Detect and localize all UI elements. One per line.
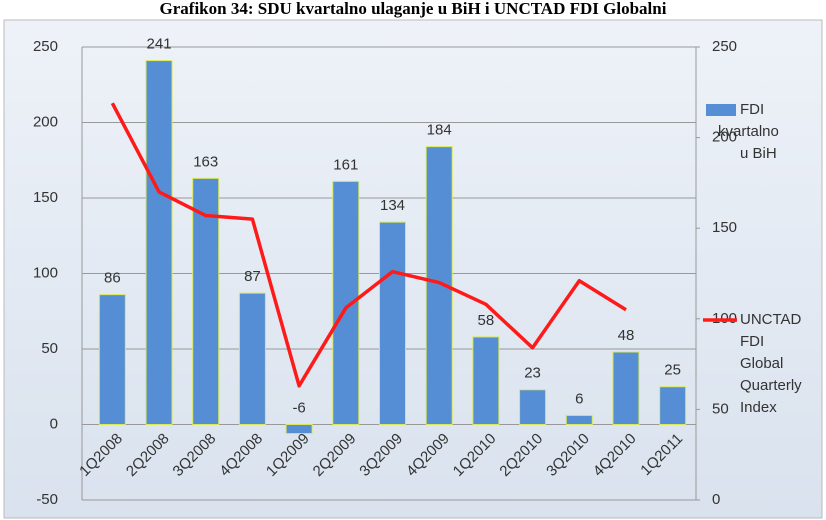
bar bbox=[565, 414, 593, 426]
y2-tick-label: 250 bbox=[712, 38, 737, 55]
data-label: 161 bbox=[333, 156, 358, 173]
data-label: 241 bbox=[147, 36, 172, 53]
y2-tick-label: 50 bbox=[712, 400, 729, 417]
bar bbox=[379, 221, 406, 425]
bar bbox=[285, 424, 313, 435]
bar bbox=[192, 177, 220, 425]
bar bbox=[659, 386, 687, 425]
chart-title: Grafikon 34: SDU kvartalno ulaganje u Bi… bbox=[160, 0, 667, 18]
data-label: 6 bbox=[575, 390, 583, 407]
line bbox=[110, 102, 627, 388]
data-label: 23 bbox=[524, 365, 541, 382]
legend-label: UNCTAD FDI Global Quarterly Index bbox=[740, 311, 802, 416]
y-tick-label: 200 bbox=[33, 113, 58, 130]
bar bbox=[98, 294, 126, 426]
data-label: 58 bbox=[478, 312, 495, 329]
data-label: 134 bbox=[380, 197, 405, 214]
legend-label: FDI kvartalno u BiH bbox=[718, 101, 779, 162]
y2-tick-label: 0 bbox=[712, 491, 720, 508]
y2-tick-label: 200 bbox=[712, 129, 737, 146]
data-label: 163 bbox=[193, 153, 218, 170]
data-label: 184 bbox=[427, 122, 452, 139]
data-label: 25 bbox=[664, 362, 681, 379]
bar bbox=[519, 389, 547, 425]
bar bbox=[425, 146, 453, 425]
bar bbox=[238, 292, 266, 425]
data-label: -6 bbox=[292, 399, 305, 416]
legend-swatch bbox=[706, 104, 736, 116]
bar bbox=[472, 336, 500, 426]
y-tick-label: 0 bbox=[50, 415, 58, 432]
chart-bg bbox=[3, 19, 823, 519]
y-tick-label: 150 bbox=[33, 189, 58, 206]
data-label: 86 bbox=[104, 270, 121, 287]
y-tick-label: -50 bbox=[36, 491, 58, 508]
data-label: 87 bbox=[244, 268, 261, 285]
data-label: 48 bbox=[618, 327, 635, 344]
bar bbox=[145, 60, 173, 426]
y-tick-label: 100 bbox=[33, 264, 58, 281]
bar bbox=[612, 351, 640, 425]
y2-tick-label: 150 bbox=[712, 219, 737, 236]
y-tick-label: 50 bbox=[41, 340, 58, 357]
y-tick-label: 250 bbox=[33, 38, 58, 55]
